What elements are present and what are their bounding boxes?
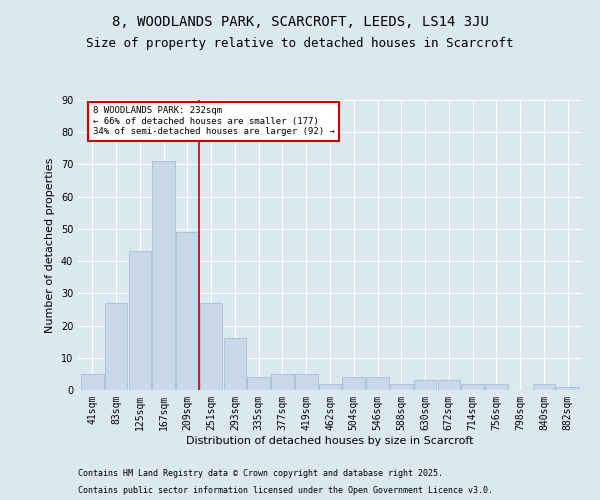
Bar	[485, 384, 508, 390]
Bar	[152, 161, 175, 390]
Bar	[414, 380, 436, 390]
Y-axis label: Number of detached properties: Number of detached properties	[45, 158, 55, 332]
Bar	[461, 384, 484, 390]
Bar	[437, 380, 460, 390]
Bar	[224, 338, 246, 390]
Text: Contains HM Land Registry data © Crown copyright and database right 2025.: Contains HM Land Registry data © Crown c…	[78, 468, 443, 477]
Bar	[390, 384, 413, 390]
Bar	[271, 374, 294, 390]
Bar	[176, 232, 199, 390]
X-axis label: Distribution of detached houses by size in Scarcroft: Distribution of detached houses by size …	[186, 436, 474, 446]
Bar	[556, 387, 579, 390]
Bar	[533, 384, 555, 390]
Bar	[200, 303, 223, 390]
Bar	[247, 377, 270, 390]
Bar	[295, 374, 317, 390]
Bar	[105, 303, 127, 390]
Bar	[343, 377, 365, 390]
Bar	[128, 252, 151, 390]
Text: 8 WOODLANDS PARK: 232sqm
← 66% of detached houses are smaller (177)
34% of semi-: 8 WOODLANDS PARK: 232sqm ← 66% of detach…	[93, 106, 335, 136]
Text: Contains public sector information licensed under the Open Government Licence v3: Contains public sector information licen…	[78, 486, 493, 495]
Text: 8, WOODLANDS PARK, SCARCROFT, LEEDS, LS14 3JU: 8, WOODLANDS PARK, SCARCROFT, LEEDS, LS1…	[112, 15, 488, 29]
Bar	[81, 374, 104, 390]
Text: Size of property relative to detached houses in Scarcroft: Size of property relative to detached ho…	[86, 38, 514, 51]
Bar	[319, 384, 341, 390]
Bar	[366, 377, 389, 390]
